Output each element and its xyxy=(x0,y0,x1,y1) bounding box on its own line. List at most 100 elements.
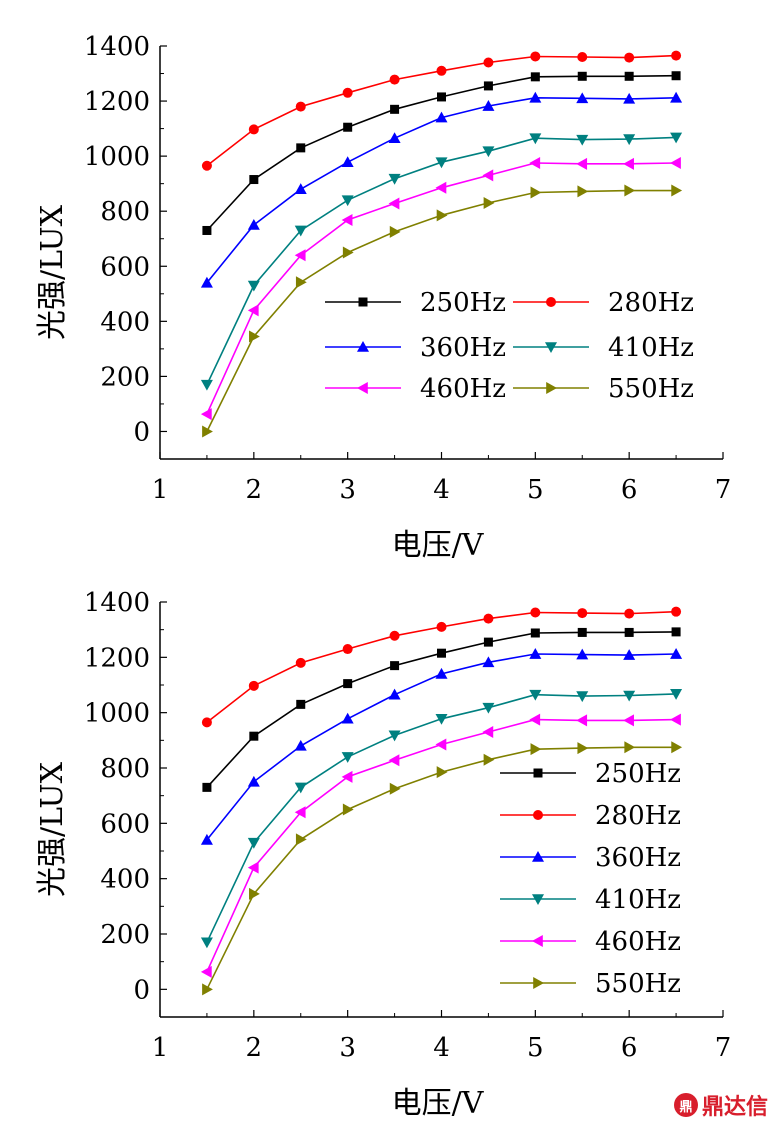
x-tick-label: 2 xyxy=(246,1033,263,1063)
data-point xyxy=(388,688,401,700)
x-tick-label: 7 xyxy=(715,1033,732,1063)
data-point xyxy=(671,627,681,637)
data-point xyxy=(624,71,634,81)
x-tick-label: 3 xyxy=(339,1033,356,1063)
data-point xyxy=(482,702,495,714)
data-point xyxy=(341,752,354,763)
series-550Hz xyxy=(202,741,683,996)
data-point xyxy=(482,726,494,739)
data-point xyxy=(341,712,354,724)
data-point xyxy=(670,689,683,700)
data-point xyxy=(202,782,212,792)
data-point xyxy=(202,225,212,235)
data-point xyxy=(389,225,401,238)
legend-label: 410Hz xyxy=(595,885,681,915)
data-point xyxy=(200,408,212,421)
data-point xyxy=(529,689,542,701)
data-point xyxy=(623,714,634,727)
data-point xyxy=(670,132,683,144)
legend-label: 250Hz xyxy=(595,759,681,789)
data-point xyxy=(249,175,259,185)
data-point xyxy=(437,648,446,658)
data-point xyxy=(577,185,589,198)
legend-marker xyxy=(533,768,543,778)
data-point xyxy=(483,637,493,647)
legend-entry: 250Hz xyxy=(325,288,506,318)
data-point xyxy=(200,833,213,845)
x-tick-label: 6 xyxy=(621,1033,638,1063)
data-point xyxy=(342,246,354,259)
data-point xyxy=(435,181,447,194)
data-point xyxy=(435,157,448,169)
y-axis-title: 光强/LUX xyxy=(35,761,70,897)
data-point xyxy=(435,667,448,679)
legend-entry: 460Hz xyxy=(325,374,506,404)
chart-panel-2: 0 200 400 600 800 1000 1200 1400 1 2 3 4 5 6 7 电压/V 光强/L… xyxy=(35,588,731,1121)
data-point xyxy=(670,91,683,103)
data-point xyxy=(390,104,400,114)
series-280Hz xyxy=(201,50,682,171)
watermark-text: 鼎达信 xyxy=(701,1095,768,1120)
data-point xyxy=(483,613,494,624)
data-point xyxy=(577,52,588,63)
data-point xyxy=(624,184,636,197)
data-point xyxy=(530,628,540,638)
data-point xyxy=(483,81,493,91)
series-410Hz xyxy=(200,132,683,391)
data-point xyxy=(341,195,354,207)
legend-marker xyxy=(357,382,368,394)
data-point xyxy=(294,249,306,262)
data-point xyxy=(201,160,212,171)
data-point xyxy=(247,280,260,292)
data-point xyxy=(435,713,448,725)
data-point xyxy=(623,690,636,702)
data-point xyxy=(624,741,636,754)
x-tick-label: 4 xyxy=(433,475,450,505)
x-tick-label: 1 xyxy=(152,475,169,505)
legend-marker xyxy=(532,935,543,947)
data-point xyxy=(670,713,681,726)
series-280Hz xyxy=(201,606,682,728)
data-point xyxy=(389,782,401,795)
series-250Hz xyxy=(202,71,681,235)
data-point xyxy=(530,186,542,199)
data-point xyxy=(437,92,446,102)
data-point xyxy=(249,731,259,741)
data-point xyxy=(624,627,634,637)
data-point xyxy=(294,806,306,819)
data-point xyxy=(529,157,541,170)
legend-marker xyxy=(532,851,544,862)
legend-entry: 360Hz xyxy=(325,333,506,363)
legend-label: 360Hz xyxy=(595,843,681,873)
data-point xyxy=(389,630,400,641)
data-point xyxy=(671,71,681,81)
data-point xyxy=(343,122,353,132)
data-point xyxy=(623,134,636,146)
legend-label: 460Hz xyxy=(595,927,681,957)
legend-marker xyxy=(546,297,556,307)
legend-label: 550Hz xyxy=(608,374,694,404)
legend-label: 410Hz xyxy=(608,333,694,363)
data-point xyxy=(295,833,307,846)
data-point xyxy=(389,74,400,85)
y-tick-label: 400 xyxy=(100,307,150,337)
data-point xyxy=(670,157,681,170)
data-point xyxy=(483,753,495,766)
data-point xyxy=(436,621,447,632)
data-point xyxy=(529,648,542,659)
legend-entry: 550Hz xyxy=(500,969,681,999)
data-point xyxy=(530,51,541,62)
data-point xyxy=(388,730,401,742)
chart-panel-1: 0 200 400 600 800 1000 1200 1400 1 2 3 4 5 6 7 电压/V 光强/L… xyxy=(35,32,731,563)
data-point xyxy=(577,608,588,619)
data-point xyxy=(294,782,307,794)
legend-label: 280Hz xyxy=(595,801,681,831)
x-tick-label: 3 xyxy=(339,475,356,505)
data-point xyxy=(388,197,400,210)
y-tick-label: 1000 xyxy=(84,699,150,729)
data-point xyxy=(436,766,448,779)
data-point xyxy=(294,225,307,237)
data-point xyxy=(341,214,353,227)
y-tick-label: 1400 xyxy=(84,588,150,618)
